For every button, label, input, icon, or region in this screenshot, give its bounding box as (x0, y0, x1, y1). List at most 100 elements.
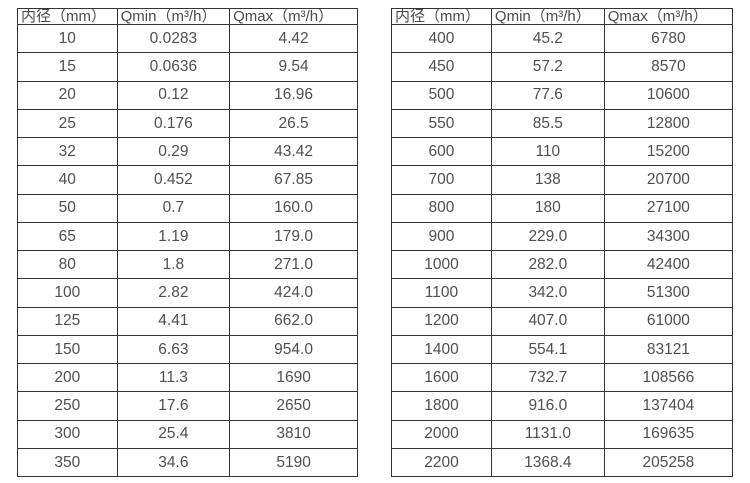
cell: 0.0636 (116, 52, 231, 82)
cell: 50 (17, 193, 118, 223)
cell: 0.176 (116, 108, 231, 139)
cell: 34300 (603, 221, 734, 252)
cell: 1690 (229, 362, 358, 393)
cell: 80 (17, 249, 118, 280)
cell: 1131.0 (490, 419, 605, 449)
cell: 15 (17, 52, 118, 82)
cell: 160.0 (229, 193, 358, 223)
table-row: 125 4.41 662.0 (17, 306, 358, 336)
cell: 10600 (603, 80, 734, 110)
table-row: 400 45.2 6780 (391, 23, 734, 54)
cell: 916.0 (490, 391, 605, 421)
cell: 2000 (391, 419, 492, 449)
cell: 9.54 (229, 52, 358, 82)
cell: 271.0 (229, 249, 358, 280)
table-row: 150 6.63 954.0 (17, 334, 358, 365)
cell: 200 (17, 362, 118, 393)
table-row: 1100 342.0 51300 (391, 278, 734, 308)
table-row: 1800 916.0 137404 (391, 391, 734, 421)
cell: 1368.4 (490, 447, 605, 478)
table-row: 700 138 20700 (391, 165, 734, 195)
table-row: 600 110 15200 (391, 136, 734, 167)
table-row: 500 77.6 10600 (391, 80, 734, 110)
cell: 407.0 (490, 306, 605, 336)
cell: 400 (391, 23, 492, 54)
cell: 137404 (603, 391, 734, 421)
cell: 900 (391, 221, 492, 252)
cell: 32 (17, 136, 118, 167)
cell: 67.85 (229, 165, 358, 195)
cell: 229.0 (490, 221, 605, 252)
cell: 450 (391, 52, 492, 82)
table-row: 350 34.6 5190 (17, 447, 358, 478)
cell: 600 (391, 136, 492, 167)
cell: 700 (391, 165, 492, 195)
table-row: 550 85.5 12800 (391, 108, 734, 139)
cell: 100 (17, 278, 118, 308)
table-row: 900 229.0 34300 (391, 221, 734, 252)
cell: 1400 (391, 334, 492, 365)
cell: 43.42 (229, 136, 358, 167)
cell: 954.0 (229, 334, 358, 365)
cell: 1600 (391, 362, 492, 393)
cell: 550 (391, 108, 492, 139)
cell: 20 (17, 80, 118, 110)
cell: 1800 (391, 391, 492, 421)
cell: 108566 (603, 362, 734, 393)
cell: 26.5 (229, 108, 358, 139)
cell: 57.2 (490, 52, 605, 82)
cell: 125 (17, 306, 118, 336)
cell: 85.5 (490, 108, 605, 139)
table-row: 2000 1131.0 169635 (391, 419, 734, 449)
cell: 1.8 (116, 249, 231, 280)
cell: 0.0283 (116, 23, 231, 54)
cell: 150 (17, 334, 118, 365)
cell: 0.452 (116, 165, 231, 195)
cell: 17.6 (116, 391, 231, 421)
cell: 110 (490, 136, 605, 167)
header-qmax: Qmax（m³/h） (603, 8, 734, 25)
cell: 1000 (391, 249, 492, 280)
cell: 77.6 (490, 80, 605, 110)
cell: 16.96 (229, 80, 358, 110)
table-header-row: 内径（mm） Qmin（m³/h） Qmax（m³/h） (391, 8, 734, 25)
header-qmin: Qmin（m³/h） (490, 8, 605, 25)
table-row: 200 11.3 1690 (17, 362, 358, 393)
cell: 250 (17, 391, 118, 421)
cell: 282.0 (490, 249, 605, 280)
cell: 2650 (229, 391, 358, 421)
cell: 25 (17, 108, 118, 139)
cell: 205258 (603, 447, 734, 478)
cell: 11.3 (116, 362, 231, 393)
cell: 34.6 (116, 447, 231, 478)
cell: 2200 (391, 447, 492, 478)
table-row: 450 57.2 8570 (391, 52, 734, 82)
table-row: 1200 407.0 61000 (391, 306, 734, 336)
flow-rate-table-small-diameters: 内径（mm） Qmin（m³/h） Qmax（m³/h） 10 0.0283 4.4… (17, 8, 358, 478)
cell: 83121 (603, 334, 734, 365)
cell: 15200 (603, 136, 734, 167)
table-row: 2200 1368.4 205258 (391, 447, 734, 478)
cell: 0.12 (116, 80, 231, 110)
cell: 8570 (603, 52, 734, 82)
header-qmax: Qmax（m³/h） (229, 8, 358, 25)
table-row: 65 1.19 179.0 (17, 221, 358, 252)
cell: 662.0 (229, 306, 358, 336)
header-inner-diameter: 内径（mm） (17, 8, 118, 25)
table-row: 100 2.82 424.0 (17, 278, 358, 308)
table-row: 80 1.8 271.0 (17, 249, 358, 280)
cell: 6.63 (116, 334, 231, 365)
cell: 169635 (603, 419, 734, 449)
header-qmin: Qmin（m³/h） (116, 8, 231, 25)
table-row: 20 0.12 16.96 (17, 80, 358, 110)
table-row: 1000 282.0 42400 (391, 249, 734, 280)
table-row: 1400 554.1 83121 (391, 334, 734, 365)
table-row: 15 0.0636 9.54 (17, 52, 358, 82)
header-inner-diameter: 内径（mm） (391, 8, 492, 25)
table-row: 25 0.176 26.5 (17, 108, 358, 139)
cell: 42400 (603, 249, 734, 280)
cell: 2.82 (116, 278, 231, 308)
cell: 0.7 (116, 193, 231, 223)
cell: 300 (17, 419, 118, 449)
